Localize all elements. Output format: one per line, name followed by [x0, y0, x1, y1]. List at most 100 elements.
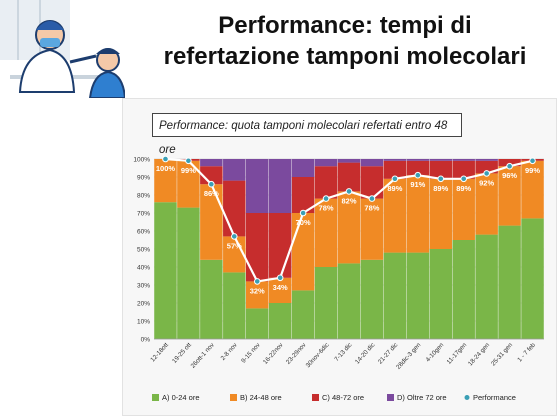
chart-title: Performance: quota tamponi molecolari re…: [152, 113, 462, 156]
x-tick-label: 23-29nov: [285, 341, 308, 366]
bar-segment: [360, 159, 384, 167]
x-tick-label: 28dic-3 gen: [395, 341, 423, 371]
performance-point: [368, 195, 376, 202]
legend-swatch: [230, 394, 237, 401]
bar-segment: [521, 160, 544, 219]
swab-test-illustration: [0, 0, 125, 98]
bar-segment: [223, 272, 246, 339]
bar-segment: [360, 198, 384, 260]
bar-segment: [337, 162, 361, 192]
bar-segment: [498, 166, 521, 226]
y-tick-label: 30%: [137, 283, 150, 290]
performance-point: [483, 170, 490, 177]
bar-segment: [223, 180, 246, 237]
bar-segment: [268, 213, 292, 278]
performance-point: [460, 175, 468, 183]
x-tick-label: 1 - 7 feb: [516, 341, 537, 363]
data-label: 89%: [433, 184, 448, 193]
bar-segment: [452, 159, 475, 161]
data-label: 78%: [364, 204, 379, 213]
bar-segment: [406, 175, 430, 253]
performance-point: [391, 175, 399, 183]
bar-segment: [291, 177, 315, 213]
bar-segment: [245, 281, 269, 309]
bar-segment: [360, 259, 384, 339]
bar-segment: [337, 191, 361, 264]
x-tick-label: 26ott-1 nov: [190, 341, 217, 370]
slide-title-line-1: Performance: tempi di: [218, 12, 472, 39]
legend-label: B) 24-48 ore: [240, 393, 282, 402]
bar-segment: [154, 159, 177, 203]
bar-segment: [268, 159, 292, 213]
data-label: 99%: [181, 166, 196, 175]
bar-segment: [245, 308, 269, 339]
bar-segment: [475, 173, 498, 235]
x-tick-label: 14-20 dic: [354, 342, 377, 366]
slide-title-line-2: refertazione tamponi molecolari: [163, 43, 527, 70]
bar-segment: [452, 178, 475, 240]
data-label: 78%: [319, 204, 334, 213]
performance-point: [276, 274, 284, 282]
performance-point: [345, 188, 353, 195]
y-tick-label: 60%: [137, 229, 150, 236]
x-tick-label: 16-22nov: [262, 341, 285, 366]
data-label: 100%: [156, 164, 176, 173]
bar-segment: [406, 160, 430, 176]
performance-point: [322, 195, 330, 202]
x-tick-label: 30nov-6dic: [305, 342, 331, 370]
legend-label: Performance: [473, 393, 516, 402]
y-tick-label: 10%: [137, 319, 150, 326]
data-label: 32%: [250, 286, 265, 295]
data-label: 99%: [525, 166, 540, 175]
bar-segment: [406, 252, 430, 339]
x-tick-label: 11-17gen: [445, 341, 468, 365]
bar-segment: [314, 267, 338, 339]
performance-point: [162, 155, 169, 163]
data-label: 89%: [387, 184, 402, 193]
x-tick-label: 4-10gen: [425, 341, 446, 363]
performance-point: [529, 157, 536, 165]
bar-segment: [429, 159, 453, 161]
data-label: 82%: [341, 196, 356, 205]
bar-segment: [475, 160, 498, 174]
bar-segment: [337, 159, 361, 163]
bar-segment: [177, 160, 200, 208]
bar-segment: [245, 213, 269, 282]
data-label: 91%: [410, 180, 425, 189]
bar-segment: [383, 252, 407, 339]
legend-label: D) Oltre 72 ore: [397, 393, 447, 402]
bar-segment: [314, 198, 338, 267]
performance-point: [230, 233, 238, 240]
bar-segment: [406, 159, 430, 161]
bar-segment: [291, 213, 315, 291]
performance-point: [437, 175, 445, 183]
bar-segment: [154, 202, 177, 339]
stacked-bar-chart: 0% 10% 20% 30% 40% 50% 60% 70% 80% 90% 100% 12-18ot…: [133, 155, 544, 402]
x-tick-label: 9-15 nov: [240, 341, 262, 365]
bar-segment: [452, 160, 475, 179]
data-label: 34%: [273, 283, 288, 292]
y-tick-label: 80%: [137, 193, 150, 200]
y-tick-label: 50%: [137, 247, 150, 254]
bar-segment: [314, 166, 338, 199]
performance-point: [299, 209, 307, 217]
performance-point: [414, 171, 422, 179]
bar-segment: [291, 159, 315, 177]
bar-segment: [360, 166, 384, 199]
x-tick-label: 18-24 gen: [467, 341, 492, 367]
legend-swatch: [387, 394, 394, 401]
legend-label: C) 48-72 ore: [322, 393, 364, 402]
legend-label: A) 0-24 ore: [162, 393, 200, 402]
bar-segment: [498, 159, 521, 167]
y-tick-label: 70%: [137, 211, 150, 218]
bar-segment: [223, 159, 246, 181]
data-label: 57%: [227, 241, 242, 250]
bar-segment: [200, 159, 223, 167]
bar-segment: [291, 290, 315, 339]
bar-segment: [452, 240, 475, 339]
data-label: 92%: [479, 178, 494, 187]
bar-segment: [245, 159, 269, 213]
bar-segment: [498, 225, 521, 339]
legend-swatch: [152, 394, 159, 401]
data-label: 86%: [204, 189, 219, 198]
